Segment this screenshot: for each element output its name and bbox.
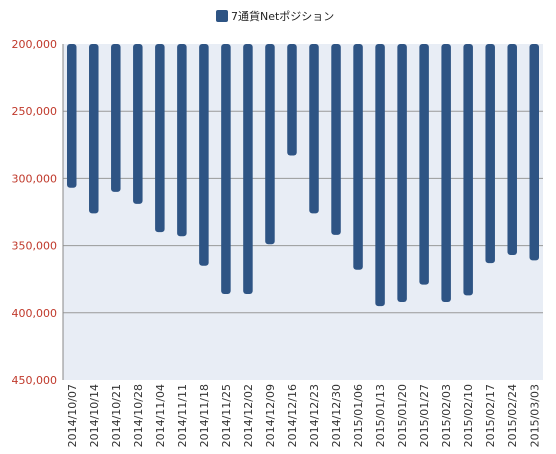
x-tick-label: 2014/12/09 xyxy=(264,384,277,447)
bar xyxy=(463,44,473,296)
x-tick-label: 2014/11/18 xyxy=(198,384,211,447)
y-axis-ticks: 200,000 250,000 300,000 350,000 400,000 450,0… xyxy=(12,38,58,387)
bars xyxy=(67,44,539,307)
y-tick-label: 300,000 xyxy=(12,172,58,185)
x-tick-label: 2015/01/13 xyxy=(374,384,387,447)
x-tick-label: 2014/10/14 xyxy=(88,384,101,447)
bar xyxy=(89,44,99,214)
y-tick-label: 350,000 xyxy=(12,240,58,253)
bar xyxy=(507,44,517,256)
bar xyxy=(67,44,77,188)
bar xyxy=(221,44,231,294)
x-tick-label: 2014/12/30 xyxy=(330,384,343,447)
x-tick-label: 2014/11/11 xyxy=(176,384,189,447)
x-tick-label: 2015/03/03 xyxy=(528,384,541,447)
x-tick-label: 2014/12/23 xyxy=(308,384,321,447)
gridlines xyxy=(63,110,543,314)
x-tick-label: 2015/02/17 xyxy=(484,384,497,447)
x-axis-ticks: 2014/10/07 2014/10/14 2014/10/21 2014/10/28… xyxy=(66,384,542,447)
x-tick-label: 2015/01/27 xyxy=(418,384,431,447)
legend-label: 7通貨Netポジション xyxy=(231,9,334,23)
bar xyxy=(243,44,253,294)
bar xyxy=(485,44,495,264)
y-tick-label: 400,000 xyxy=(12,307,58,320)
bar xyxy=(331,44,341,235)
plot-area xyxy=(63,44,543,380)
x-tick-label: 2014/10/28 xyxy=(132,384,145,447)
bar xyxy=(397,44,407,303)
bar xyxy=(419,44,429,285)
x-tick-label: 2015/02/10 xyxy=(462,384,475,447)
x-tick-label: 2015/02/03 xyxy=(440,384,453,447)
x-tick-label: 2014/11/04 xyxy=(154,384,167,447)
bar xyxy=(529,44,539,261)
x-tick-label: 2015/02/24 xyxy=(506,384,519,447)
x-tick-label: 2015/01/06 xyxy=(352,384,365,447)
y-tick-label: 250,000 xyxy=(12,105,58,118)
x-tick-label: 2014/12/02 xyxy=(242,384,255,447)
x-tick-label: 2014/10/07 xyxy=(66,384,79,447)
bar xyxy=(199,44,209,266)
bar xyxy=(353,44,363,270)
legend: 7通貨Netポジション xyxy=(216,9,334,23)
bar xyxy=(177,44,187,237)
bar xyxy=(309,44,319,214)
y-tick-label: 450,000 xyxy=(12,374,58,387)
y-tick-label: 200,000 xyxy=(12,38,58,51)
bar xyxy=(111,44,121,192)
bar xyxy=(441,44,451,303)
bar xyxy=(265,44,275,245)
x-tick-label: 2015/01/20 xyxy=(396,384,409,447)
bar xyxy=(287,44,297,156)
x-tick-label: 2014/12/16 xyxy=(286,384,299,447)
bar xyxy=(375,44,385,307)
bar xyxy=(133,44,143,204)
x-tick-label: 2014/11/25 xyxy=(220,384,233,447)
x-tick-label: 2014/10/21 xyxy=(110,384,123,447)
legend-swatch xyxy=(216,10,228,22)
bar xyxy=(155,44,165,233)
